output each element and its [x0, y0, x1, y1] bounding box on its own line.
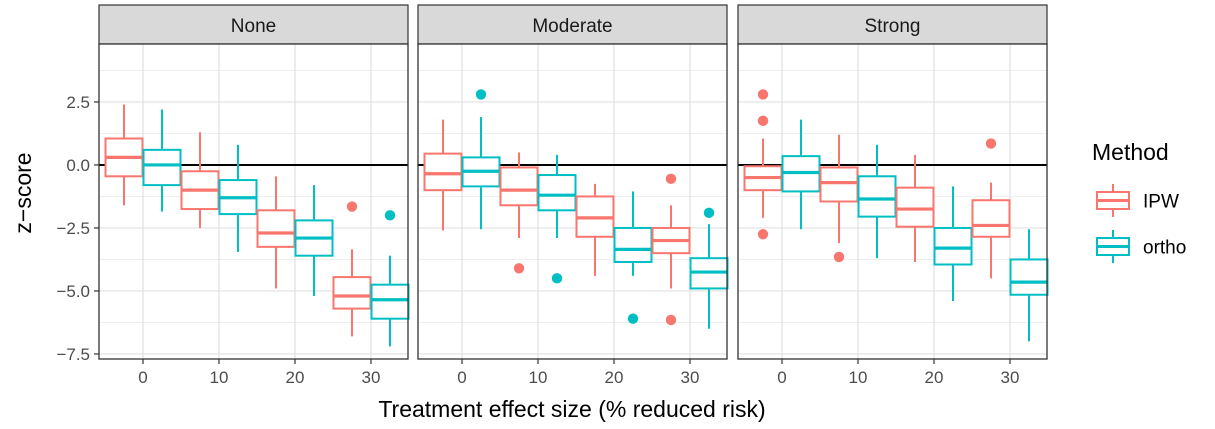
outlier-point: [384, 210, 396, 221]
y-axis-title: z−score: [10, 152, 36, 233]
box-iqr: [1009, 258, 1049, 296]
x-tick-label: 0: [777, 368, 786, 387]
outlier-point: [703, 207, 715, 219]
outlier-point: [757, 89, 769, 100]
outlier-point: [475, 89, 487, 100]
box-iqr: [256, 209, 296, 248]
box-iqr: [895, 186, 935, 228]
outlier-point: [833, 251, 845, 263]
x-tick-label: 30: [362, 368, 381, 387]
outlier-point: [346, 201, 358, 212]
box-iqr: [933, 226, 973, 266]
y-tick-label: 2.5: [66, 93, 90, 112]
boxplot-ipw-0: [423, 119, 463, 231]
outlier-point: [985, 138, 997, 149]
panel-border: [737, 43, 1048, 360]
boxplot-ortho-30: [1009, 229, 1049, 342]
boxplot-ortho-0: [461, 89, 501, 230]
outlier-point: [513, 263, 525, 274]
y-tick-label: −2.5: [56, 219, 90, 238]
legend-item-ortho: ortho: [1096, 230, 1186, 263]
outlier-point: [551, 273, 563, 284]
x-tick-label: 0: [138, 368, 147, 387]
boxplot-ipw-30: [971, 138, 1011, 279]
boxplot-ipw-10: [180, 132, 220, 228]
facet-panels: None 0 10 20 30 Moderate 0 10 20 30 Strong 0 10 20 30: [98, 4, 1049, 387]
facet-strip: [417, 4, 728, 45]
outlier-point: [757, 229, 769, 240]
x-tick-label: 10: [210, 368, 229, 387]
boxplot-ortho-20: [294, 185, 334, 296]
boxplot-ortho-0: [142, 109, 182, 212]
outlier-point: [627, 313, 639, 324]
box-iqr: [370, 283, 410, 320]
legend-item-ipw: IPW: [1096, 184, 1179, 217]
x-tick-label: 20: [605, 368, 624, 387]
outlier-point: [665, 173, 677, 185]
facet-panel-moderate: Moderate 0 10 20 30: [417, 4, 729, 387]
y-tick-label: −7.5: [56, 345, 90, 364]
boxplot-ortho-10: [218, 144, 258, 252]
y-tick-label: −5.0: [56, 282, 90, 301]
boxplot-ortho-10: [537, 154, 577, 284]
x-tick-label: 30: [681, 368, 700, 387]
boxplot-ortho-20: [613, 191, 653, 324]
box-iqr: [537, 174, 577, 212]
y-axis: 2.5 0.0 −2.5 −5.0 −7.5: [56, 93, 99, 364]
box-iqr: [499, 166, 539, 207]
boxplot-ipw-0: [104, 104, 144, 206]
x-tick-label: 30: [1001, 368, 1020, 387]
boxplot-ipw-20: [575, 183, 615, 276]
boxplot-ipw-20: [256, 176, 296, 289]
legend-label: IPW: [1143, 192, 1179, 213]
box-iqr: [819, 166, 859, 203]
x-tick-label: 20: [286, 368, 305, 387]
panel-border: [417, 43, 728, 360]
box-iqr: [613, 226, 653, 263]
facet-panel-strong: Strong 0 10 20 30: [737, 4, 1049, 387]
box-iqr: [142, 148, 182, 187]
boxplot-ortho-10: [857, 144, 897, 259]
boxplot-ipw-30: [332, 201, 372, 337]
legend: Method IPW ortho: [1092, 139, 1186, 263]
boxplot-ipw-30: [651, 173, 691, 326]
box-iqr: [423, 152, 463, 192]
panel-border: [98, 43, 409, 360]
facet-strip-label: None: [231, 16, 276, 37]
box-iqr: [857, 175, 897, 218]
facet-strip: [737, 4, 1048, 45]
legend-label: ortho: [1143, 238, 1186, 259]
outlier-point: [665, 314, 677, 326]
x-tick-label: 0: [457, 368, 466, 387]
boxplot-ortho-30: [689, 207, 729, 329]
x-tick-label: 10: [849, 368, 868, 387]
x-tick-label: 10: [529, 368, 548, 387]
x-tick-label: 20: [925, 368, 944, 387]
boxplot-ipw-20: [895, 154, 935, 262]
boxplot-ortho-20: [933, 186, 973, 302]
boxplot-ortho-30: [370, 210, 410, 347]
facet-panel-none: None 0 10 20 30: [98, 4, 410, 387]
boxplot-ipw-10: [819, 134, 859, 263]
outlier-point: [757, 115, 769, 127]
facet-strip-label: Moderate: [532, 16, 612, 37]
box-iqr: [332, 276, 372, 310]
boxplot-ortho-0: [781, 119, 821, 230]
x-axis-title: Treatment effect size (% reduced risk): [378, 396, 765, 422]
facet-strip: [98, 4, 409, 45]
legend-title: Method: [1092, 139, 1169, 165]
y-tick-label: 0.0: [66, 156, 90, 175]
box-iqr: [971, 199, 1011, 238]
facet-strip-label: Strong: [865, 16, 921, 37]
